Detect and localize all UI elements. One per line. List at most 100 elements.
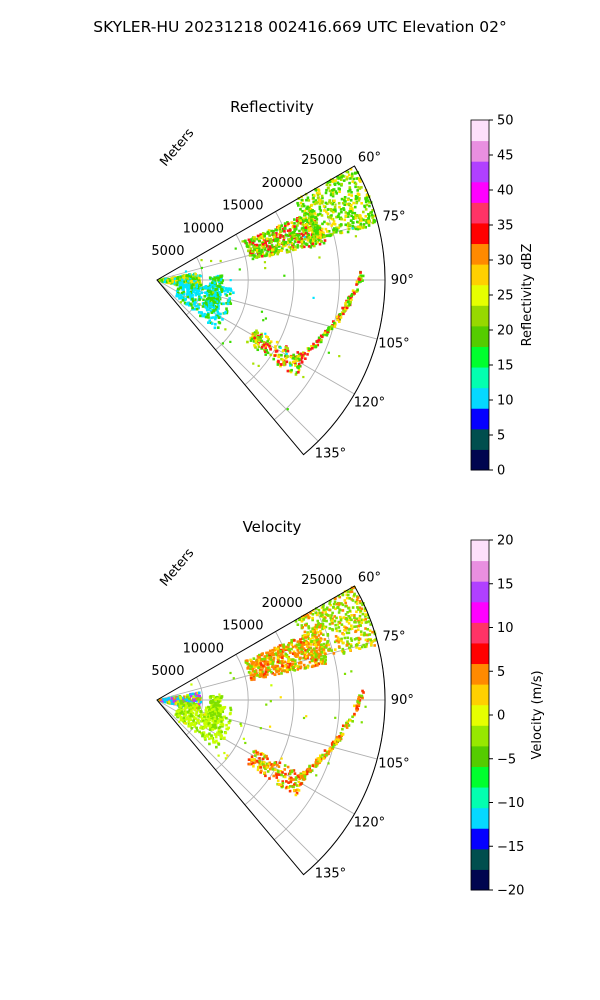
- velocity-echo-gate: [187, 704, 191, 707]
- velocity-echo-gate: [273, 667, 276, 671]
- velocity-echo-gate: [253, 670, 257, 673]
- velocity-echo-gate: [325, 642, 329, 646]
- velocity-echo-gate: [274, 768, 277, 772]
- reflectivity-echo-gate: [283, 230, 286, 233]
- reflectivity-echo-gate: [199, 314, 202, 318]
- reflectivity-echo-gate: [310, 212, 314, 216]
- reflectivity-echo-gate: [300, 198, 304, 202]
- velocity-colorbar-bin: [471, 622, 489, 644]
- velocity-echo-gate: [355, 706, 359, 710]
- reflectivity-echo-gate: [224, 287, 228, 290]
- reflectivity-echo-gate: [291, 225, 295, 229]
- reflectivity-echo-gate: [308, 216, 312, 220]
- reflectivity-echo-gate: [214, 298, 218, 301]
- velocity-echo-gate: [339, 615, 342, 619]
- reflectivity-echo-gate: [290, 241, 294, 245]
- velocity-echo-gate: [318, 761, 321, 765]
- velocity-echo-gate: [336, 606, 339, 609]
- velocity-echo-gate: [350, 639, 354, 642]
- velocity-echo-gate: [217, 743, 221, 746]
- velocity-echo-gate: [258, 759, 261, 763]
- reflectivity-echo-gate: [346, 230, 350, 234]
- reflectivity-echo-gate: [269, 353, 273, 357]
- velocity-echo-gate: [181, 703, 184, 707]
- reflectivity-echo-gate: [209, 294, 213, 298]
- velocity-echo-gate: [187, 724, 191, 728]
- reflectivity-echo-gate: [222, 302, 225, 306]
- velocity-echo-gate: [363, 607, 367, 610]
- velocity-echo-gate: [355, 610, 358, 614]
- reflectivity-echo-gate: [333, 222, 337, 226]
- reflectivity-echo-gate: [371, 208, 374, 212]
- reflectivity-echo-gate: [313, 226, 316, 229]
- reflectivity-echo-gate: [367, 214, 371, 218]
- velocity-echo-gate: [294, 793, 298, 797]
- reflectivity-echo-gate: [327, 351, 330, 354]
- velocity-echo-gate: [246, 666, 250, 670]
- reflectivity-echo-gate: [261, 246, 264, 249]
- velocity-echo-gate: [275, 652, 278, 655]
- reflectivity-echo-gate: [356, 225, 360, 229]
- velocity-echo-gate: [288, 789, 292, 793]
- reflectivity-echo-gate: [311, 230, 314, 234]
- reflectivity-echo-gate: [296, 239, 299, 242]
- velocity-echo-gate: [201, 717, 204, 720]
- reflectivity-echo-gate: [263, 261, 267, 264]
- velocity-echo-gate: [184, 722, 188, 725]
- velocity-echo-gate: [322, 619, 325, 622]
- reflectivity-echo-gate: [216, 310, 220, 314]
- reflectivity-echo-gate: [296, 365, 299, 369]
- velocity-echo-gate: [214, 710, 217, 714]
- velocity-echo-gate: [307, 646, 311, 649]
- reflectivity-echo-gate: [282, 236, 286, 239]
- velocity-echo-gate: [215, 745, 218, 749]
- velocity-echo-gate: [320, 657, 323, 661]
- reflectivity-echo-gate: [316, 213, 320, 216]
- velocity-echo-gate: [284, 648, 287, 651]
- reflectivity-echo-gate: [353, 211, 357, 215]
- reflectivity-echo-gate: [189, 290, 193, 294]
- velocity-echo-gate: [328, 747, 332, 751]
- reflectivity-echo-gate: [312, 215, 315, 218]
- velocity-echo-gate: [303, 630, 307, 634]
- reflectivity-echo-gate: [343, 218, 347, 222]
- velocity-echo-gate: [258, 661, 261, 664]
- reflectivity-echo-gate: [195, 307, 199, 311]
- reflectivity-echo-gate: [288, 237, 292, 241]
- reflectivity-echo-gate: [252, 239, 256, 243]
- reflectivity-echo-gate: [301, 202, 305, 206]
- reflectivity-echo-gate: [299, 352, 303, 356]
- velocity-echo-gate: [324, 652, 327, 656]
- reflectivity-echo-gate: [312, 234, 316, 238]
- reflectivity-echo-gate: [213, 285, 216, 288]
- velocity-echo-gate: [293, 659, 297, 662]
- velocity-echo-gate: [264, 662, 268, 666]
- reflectivity-echo-gate: [287, 250, 291, 253]
- reflectivity-echo-gate: [208, 290, 212, 294]
- velocity-echo-gate: [218, 704, 222, 707]
- reflectivity-echo-gate: [309, 209, 313, 213]
- velocity-echo-gate: [353, 619, 357, 622]
- reflectivity-echo-gate: [316, 343, 320, 347]
- reflectivity-echo-gate: [312, 194, 316, 197]
- reflectivity-echo-gate: [321, 335, 324, 339]
- velocity-echo-gate: [305, 772, 309, 776]
- velocity-echo-gate: [174, 702, 177, 705]
- velocity-echo-gate: [350, 627, 354, 630]
- velocity-echo-gate: [176, 700, 180, 703]
- reflectivity-echo-gate: [316, 225, 319, 228]
- reflectivity-echo-gate: [256, 237, 260, 241]
- reflectivity-echo-gate: [340, 197, 344, 201]
- velocity-echo-gate: [220, 696, 223, 700]
- reflectivity-echo-gate: [257, 364, 260, 367]
- velocity-echo-gate: [276, 660, 280, 664]
- reflectivity-echo-gate: [316, 200, 320, 204]
- velocity-echo-gate: [202, 719, 205, 722]
- velocity-echo-gate: [178, 695, 182, 699]
- reflectivity-echo-gate: [294, 373, 298, 376]
- velocity-echo-gate: [288, 777, 291, 781]
- velocity-echo-gate: [277, 672, 281, 676]
- reflectivity-echo-gate: [200, 259, 203, 262]
- reflectivity-echo-gate: [344, 211, 348, 214]
- velocity-echo-gate: [220, 730, 223, 734]
